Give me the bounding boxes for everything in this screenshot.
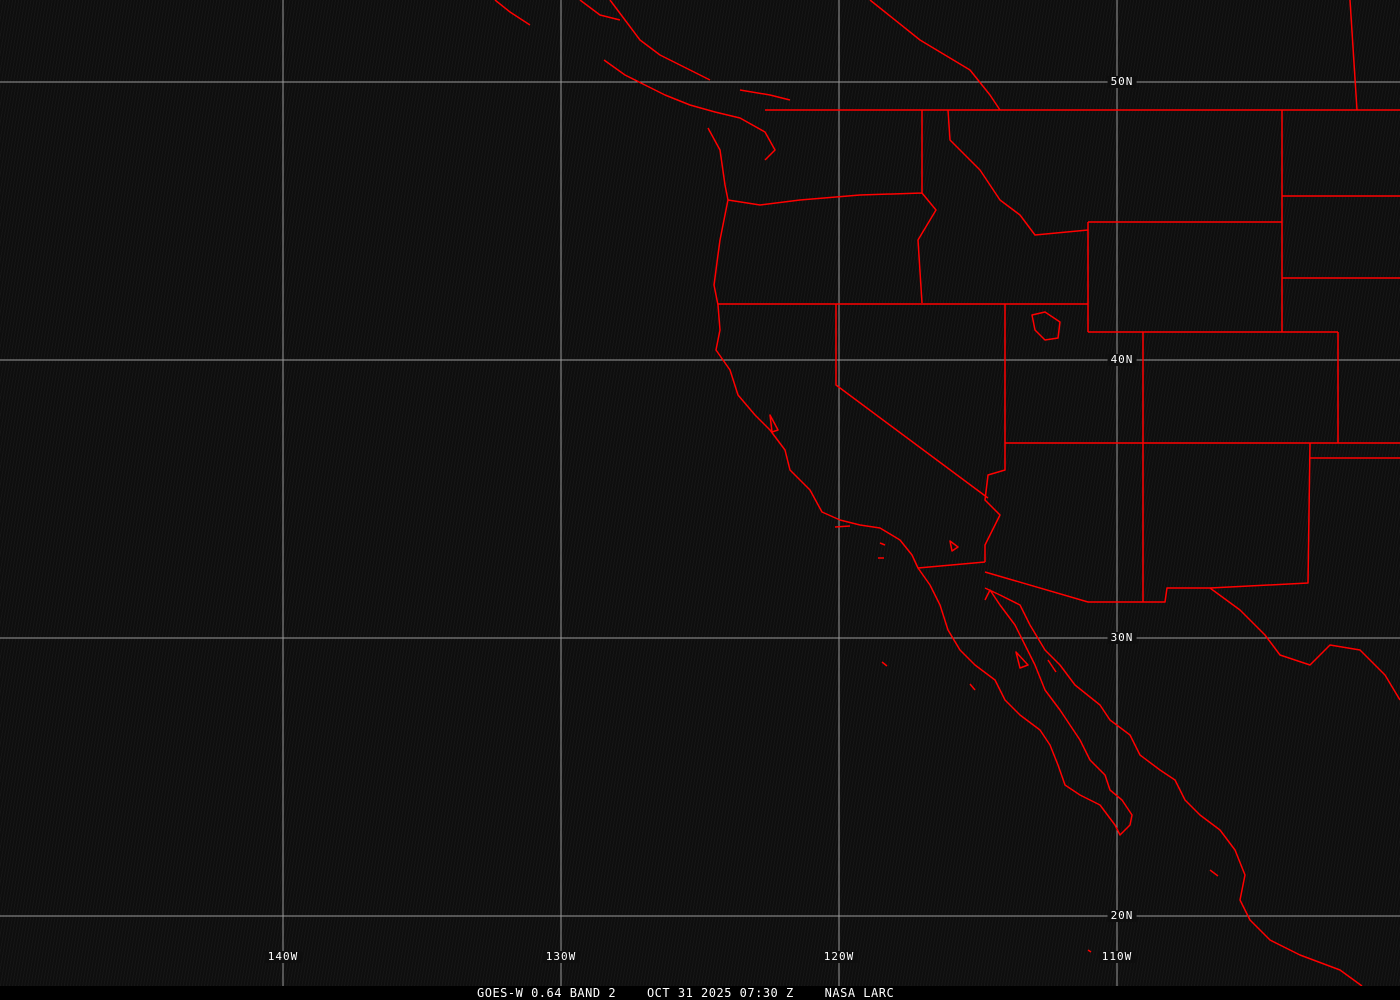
west-coast-coastline: [707, 127, 1133, 836]
latitude-label: 50N: [1107, 76, 1137, 88]
latitude-label: 40N: [1107, 354, 1137, 366]
image-caption: GOES-W 0.64 BAND 2 OCT 31 2025 07:30 Z N…: [477, 987, 894, 999]
us-mexico-border: [917, 561, 1400, 701]
longitude-label: 110W: [1098, 951, 1136, 963]
latitude-label: 20N: [1107, 910, 1137, 922]
islands: [769, 414, 1219, 953]
latitude-label: 30N: [1107, 632, 1137, 644]
longitude-label: 140W: [264, 951, 302, 963]
image-datetime: OCT 31 2025 07:30 Z: [646, 986, 794, 1000]
great-salt-lake: [1031, 311, 1061, 341]
boundaries: [494, 0, 1400, 987]
satellite-band: GOES-W 0.64 BAND 2: [477, 986, 617, 1000]
longitude-label: 120W: [820, 951, 858, 963]
image-source: NASA LARC: [824, 986, 895, 1000]
state-boundaries: [718, 0, 1400, 602]
footer-bar: [0, 986, 1400, 1000]
mainland-mexico-coastline: [984, 587, 1363, 987]
canada-coastline: [494, 0, 1001, 161]
longitude-label: 130W: [542, 951, 580, 963]
